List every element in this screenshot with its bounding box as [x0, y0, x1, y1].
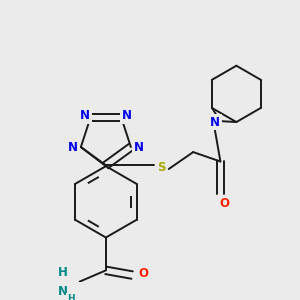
Text: O: O [219, 197, 229, 210]
Text: S: S [157, 160, 166, 174]
Text: N: N [68, 141, 78, 154]
Text: N: N [122, 109, 132, 122]
Text: O: O [138, 267, 148, 280]
Text: H: H [58, 266, 68, 279]
Text: N: N [80, 109, 90, 122]
Text: N: N [134, 141, 143, 154]
Text: H: H [67, 294, 75, 300]
Text: N: N [210, 116, 220, 128]
Text: N: N [58, 284, 68, 298]
